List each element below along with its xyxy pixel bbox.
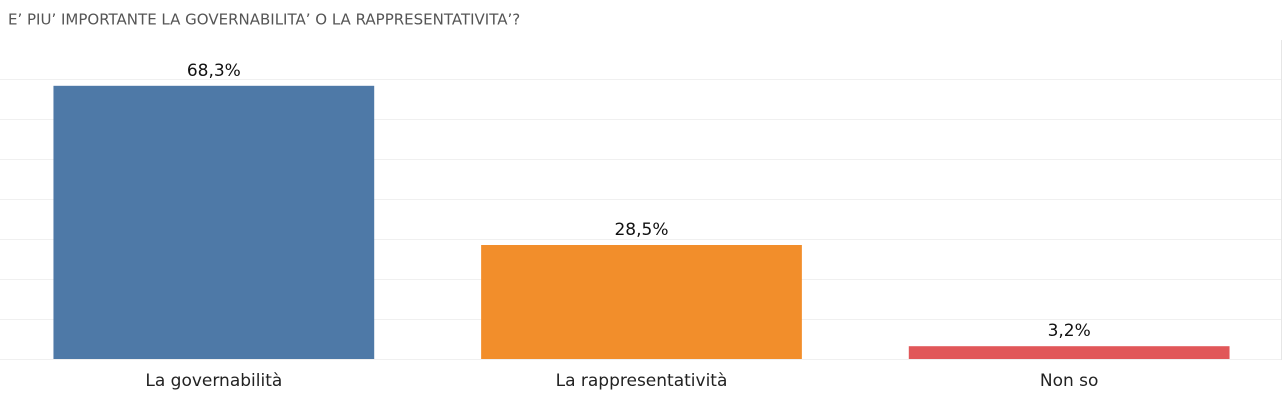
value-label: 3,2% [1048, 321, 1091, 341]
chart-title: E’ PIU’ IMPORTANTE LA GOVERNABILITA’ O L… [8, 11, 520, 29]
x-tick-label: Non so [1040, 371, 1099, 391]
bar [908, 346, 1230, 359]
bar [53, 85, 375, 360]
x-tick-label: La governabilità [145, 371, 282, 391]
bar [481, 245, 802, 359]
value-label: 28,5% [614, 220, 668, 240]
value-label: 68,3% [187, 61, 241, 81]
x-tick-label: La rappresentatività [556, 371, 728, 391]
